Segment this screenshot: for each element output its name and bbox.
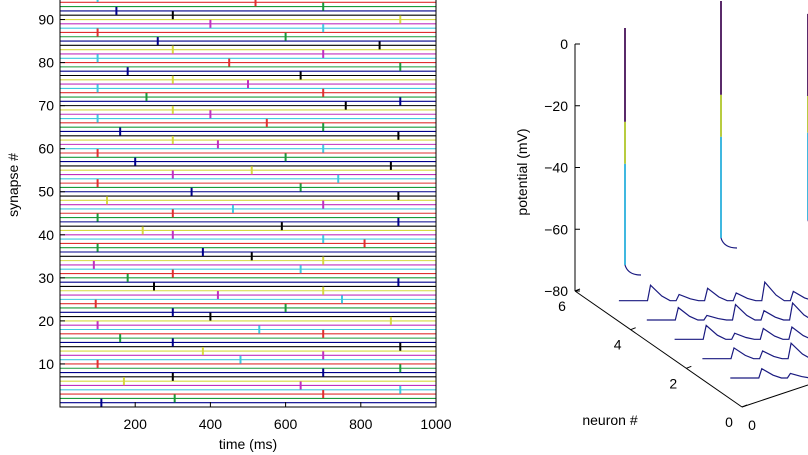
neuron-tick-label: 0 [725,414,733,430]
neuron-tick-mark [686,365,692,369]
neuron-tick-label: 2 [669,375,677,391]
neuron-tick-mark [741,404,748,408]
neuron-tick-mark [630,327,636,331]
neuron-tick-label: 4 [614,337,622,353]
y-tick-label: 40 [38,227,54,243]
waterfall-plot: 0 −20 −40 −60 −80 6 4 2 0 potential (mV) neuron… [514,1,808,433]
y-tick-label: 20 [38,313,54,329]
neuron-trace [618,280,808,302]
y-tick-label: 70 [38,98,54,114]
y-tick-label: 10 [38,356,54,372]
y-tick-label: 30 [38,270,54,286]
waterfall-neuron-axis-label: neuron # [582,412,637,428]
neuron-trace [674,324,808,340]
raster-plot: 200 400 600 800 1000 10 20 30 40 50 60 70 80 90 time… [5,0,452,452]
waterfall-time-tick-0: 0 [748,417,756,433]
y-tick-label: 80 [38,55,54,71]
neuron-trace [702,342,808,360]
waterfall-z-ticks: 0 −20 −40 −60 −80 [544,36,580,299]
x-tick-label: 600 [274,416,298,432]
x-tick-label: 1000 [420,416,451,432]
waterfall-z-axis-label: potential (mV) [514,128,530,215]
neuron-tick-label: 6 [558,298,566,314]
waterfall-traces [618,1,808,379]
y-tick-label: 60 [38,141,54,157]
neuron-tick-mark [574,288,581,292]
z-tick-label: 0 [560,36,568,52]
z-tick-label: −40 [544,160,568,176]
waterfall-neuron-ticks: 6 4 2 0 [558,288,748,430]
raster-axes-frame [59,0,437,408]
neuron-trace [730,367,808,379]
z-tick-label: −20 [544,98,568,114]
raster-spike-marks [92,0,402,407]
raster-y-ticks: 10 20 30 40 50 60 70 80 90 [38,12,65,372]
y-tick-label: 90 [38,12,54,28]
x-tick-label: 800 [349,416,373,432]
z-tick-label: −80 [544,283,568,299]
spike-decay [624,264,642,276]
neuron-trace [646,301,808,321]
y-tick-label: 50 [38,184,54,200]
waterfall-neuron-axis [574,290,743,408]
raster-synapse-lines [60,1,436,404]
waterfall-time-axis [741,384,808,408]
raster-x-axis-label: time (ms) [219,436,277,452]
raster-y-axis-label: synapse # [5,153,21,217]
spike-decay [720,237,738,249]
x-tick-label: 400 [199,416,223,432]
z-tick-label: −60 [544,221,568,237]
x-tick-label: 200 [124,416,148,432]
raster-x-ticks: 200 400 600 800 1000 [124,402,452,432]
